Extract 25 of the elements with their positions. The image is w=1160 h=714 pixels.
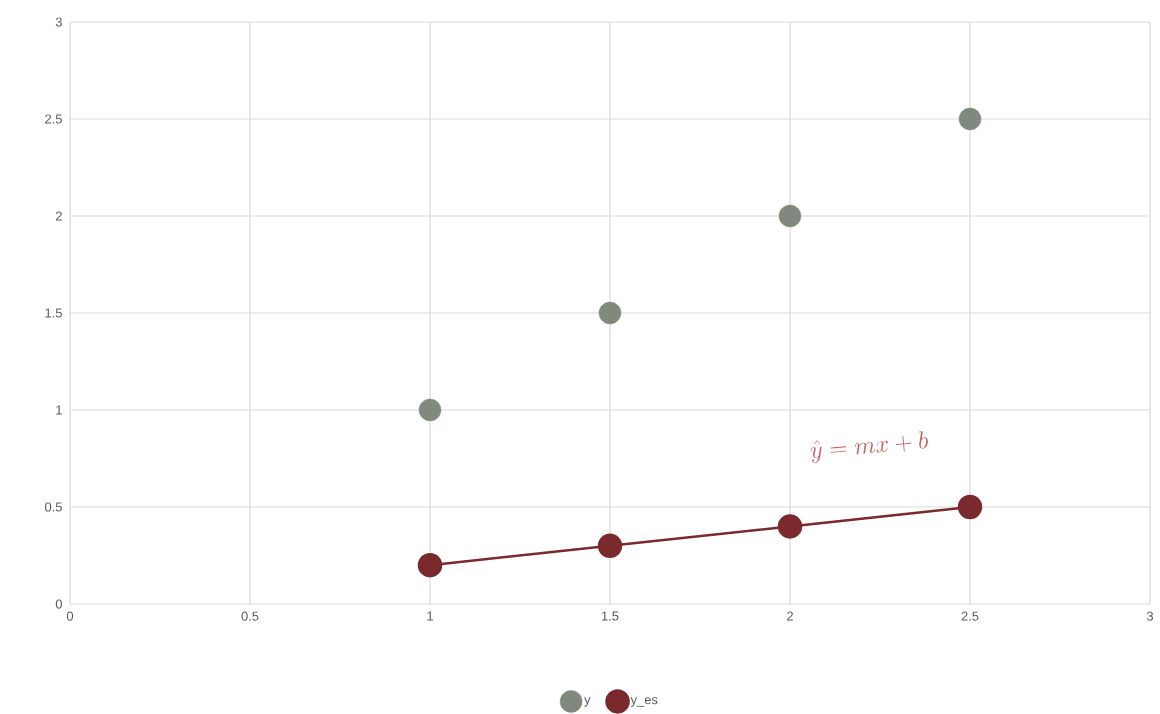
point xyxy=(417,552,443,578)
point xyxy=(957,494,983,520)
x-tick-label: 0 xyxy=(66,611,74,621)
point xyxy=(597,533,623,558)
x-tick-label: 1 xyxy=(427,611,433,621)
annotation: $\hat{y} = mx + b$ xyxy=(810,430,928,463)
point xyxy=(777,513,803,539)
legend-label: y_es xyxy=(630,696,658,707)
legend-label: y xyxy=(584,697,591,707)
y-tick-label: 0.5 xyxy=(44,502,62,512)
y-tick-label: 1 xyxy=(56,405,62,415)
y-tick-label: 0 xyxy=(55,599,62,609)
x-tick-label: 2 xyxy=(787,611,793,621)
x-tick-label: 3 xyxy=(1146,611,1154,621)
point xyxy=(958,107,982,130)
point xyxy=(778,204,802,227)
x-tick-label: 0.5 xyxy=(241,611,259,621)
y-tick-label: 2.5 xyxy=(45,114,62,124)
y-tick-label: 3 xyxy=(55,17,62,27)
x-tick-label: 1.5 xyxy=(601,611,619,621)
point xyxy=(418,398,442,421)
x-tick-label: 2.5 xyxy=(961,611,979,621)
y-tick-label: 2 xyxy=(55,211,62,221)
point xyxy=(598,301,622,324)
y-tick-label: 1.5 xyxy=(45,308,62,318)
